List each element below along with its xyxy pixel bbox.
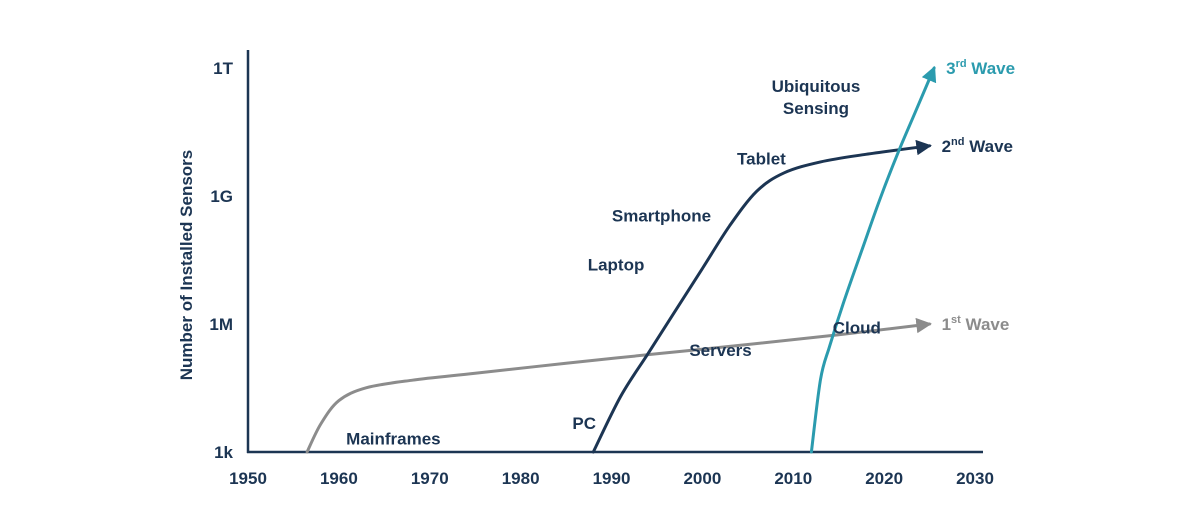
x-tick-label: 2000 [683,469,721,488]
y-tick-label: 1k [214,443,233,462]
annotation-line: Tablet [737,149,786,168]
y-tick-label: 1T [213,59,233,78]
annotation-line: Mainframes [346,429,440,448]
annotation-tablet: Tablet [737,149,786,168]
x-tick-label: 2030 [956,469,994,488]
series-label-wave3: 3rd Wave [946,58,1015,78]
y-tick-label: 1G [210,187,233,206]
axes: 1950 1960 1970 1980 1990 2000 2010 2020 20301k1M… [209,50,994,488]
series-label-suffix: st [951,314,961,326]
x-tick-label: 2020 [865,469,903,488]
series-line-wave2 [591,139,932,454]
series-label-word: Wave [967,59,1016,78]
annotation-smartphone: Smartphone [612,207,711,226]
series-label-word-text: Wave [969,137,1013,156]
y-axis-title: Number of Installed Sensors [177,150,196,381]
annotation-laptop: Laptop [588,255,645,274]
series-label-ordinal: 1 [942,315,951,334]
series-label-ordinal: 3 [946,59,955,78]
series-label-word: Wave [961,315,1010,334]
annotation-cloud: Cloud [833,318,881,337]
annotation-line: Servers [689,341,751,360]
x-tick-label: 1970 [411,469,449,488]
annotation-ubiquitous-sensing: Ubiquitous Sensing [772,77,861,118]
annotation-pc: PC [572,414,596,433]
annotation-line: Smartphone [612,207,711,226]
annotation-line: Laptop [588,255,645,274]
x-tick-label: 1980 [502,469,540,488]
series-label-word-text: Wave [966,315,1010,334]
annotation-line: PC [572,414,596,433]
annotation-line: Sensing [783,99,849,118]
series-layer [305,65,937,454]
series-line-wave3 [809,65,937,454]
annotation-line: Cloud [833,318,881,337]
series-label-suffix: nd [951,136,964,148]
series-line-wave1 [305,317,932,454]
x-tick-label: 1960 [320,469,358,488]
y-tick-label: 1M [209,315,233,334]
x-tick-label: 2010 [774,469,812,488]
series-label-suffix: rd [956,58,967,70]
annotation-servers: Servers [689,341,751,360]
x-tick-label: 1950 [229,469,267,488]
x-tick-label: 1990 [593,469,631,488]
series-label-wave1: 1st Wave [942,314,1010,334]
annotation-line: Ubiquitous [772,77,861,96]
series-label-word: Wave [964,137,1013,156]
series-label-ordinal: 2 [942,137,951,156]
series-label-wave2: 2nd Wave [942,136,1013,156]
annotation-mainframes: Mainframes [346,429,440,448]
series-label-word-text: Wave [971,59,1015,78]
